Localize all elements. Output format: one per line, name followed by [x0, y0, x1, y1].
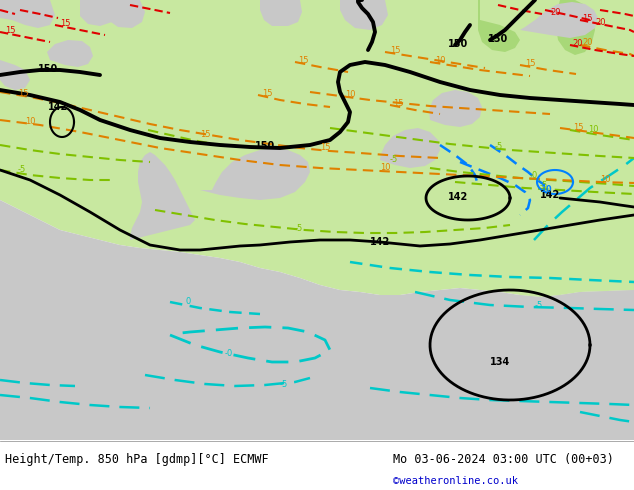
Polygon shape [47, 40, 93, 67]
Polygon shape [429, 90, 482, 127]
Text: -5: -5 [495, 142, 503, 151]
Polygon shape [80, 0, 118, 26]
Polygon shape [0, 0, 40, 85]
Polygon shape [260, 0, 302, 26]
Text: 15: 15 [60, 19, 70, 28]
Polygon shape [555, 0, 595, 55]
Polygon shape [0, 200, 634, 440]
Text: 150: 150 [38, 64, 58, 74]
Text: 10: 10 [380, 163, 391, 172]
Polygon shape [380, 128, 440, 168]
Text: 10: 10 [600, 175, 611, 184]
Polygon shape [100, 0, 145, 28]
Text: 15: 15 [573, 123, 583, 132]
Text: 15: 15 [393, 99, 403, 108]
Text: 15: 15 [18, 89, 29, 98]
Text: 15: 15 [298, 56, 309, 65]
Polygon shape [0, 0, 30, 135]
Text: Mo 03-06-2024 03:00 UTC (00+03): Mo 03-06-2024 03:00 UTC (00+03) [393, 452, 614, 466]
Text: 10: 10 [540, 185, 552, 194]
Text: 20: 20 [582, 38, 593, 47]
Polygon shape [507, 0, 634, 440]
Text: 0: 0 [185, 297, 190, 306]
Text: -5: -5 [295, 224, 303, 233]
Polygon shape [478, 0, 520, 52]
Text: 10: 10 [435, 56, 446, 65]
Text: -0: -0 [530, 171, 538, 180]
Polygon shape [0, 0, 55, 28]
Polygon shape [0, 60, 30, 90]
Text: 20: 20 [595, 18, 605, 27]
Text: 15: 15 [390, 46, 401, 55]
Polygon shape [340, 0, 388, 30]
Polygon shape [520, 2, 598, 38]
Polygon shape [130, 152, 195, 240]
Polygon shape [0, 0, 634, 297]
Text: 134: 134 [490, 357, 510, 367]
Text: 150: 150 [255, 141, 275, 151]
Text: ©weatheronline.co.uk: ©weatheronline.co.uk [393, 476, 518, 486]
Text: 20: 20 [550, 8, 560, 17]
Text: 142: 142 [540, 190, 560, 200]
Text: 15: 15 [5, 26, 15, 35]
Polygon shape [200, 148, 310, 200]
Text: 15: 15 [582, 14, 593, 23]
Text: 20: 20 [572, 39, 583, 48]
Text: 15: 15 [200, 130, 210, 139]
Text: 15: 15 [262, 89, 273, 98]
Text: -5: -5 [18, 165, 26, 174]
Text: 142: 142 [48, 102, 68, 112]
Text: -5: -5 [540, 181, 548, 190]
Text: 142: 142 [370, 237, 391, 247]
Text: Height/Temp. 850 hPa [gdmp][°C] ECMWF: Height/Temp. 850 hPa [gdmp][°C] ECMWF [5, 452, 269, 466]
Text: 15: 15 [320, 143, 330, 152]
Text: -5: -5 [535, 301, 543, 310]
Text: 150: 150 [448, 39, 469, 49]
Text: 10: 10 [25, 117, 36, 126]
Text: 150: 150 [488, 34, 508, 44]
Text: 142: 142 [448, 192, 469, 202]
Text: -5: -5 [390, 155, 398, 164]
Text: 15: 15 [525, 59, 536, 68]
Text: 10: 10 [588, 125, 598, 134]
Text: 10: 10 [345, 90, 356, 99]
Text: -5: -5 [280, 380, 288, 389]
Text: -0: -0 [225, 349, 233, 358]
